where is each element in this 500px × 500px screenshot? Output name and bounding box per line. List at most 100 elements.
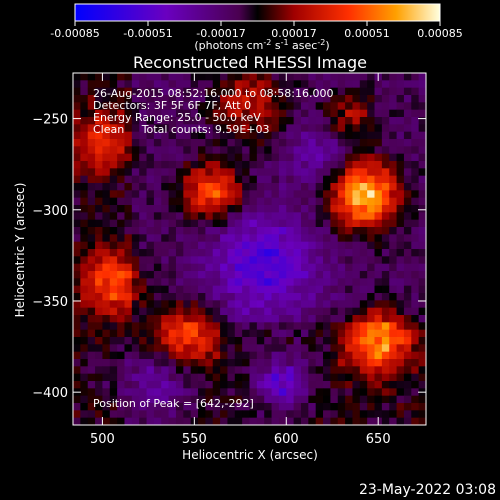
heatmap-pixel — [249, 227, 258, 235]
heatmap-pixel — [234, 197, 243, 206]
heatmap-pixel — [242, 95, 250, 103]
heatmap-pixel — [345, 95, 353, 103]
heatmap-pixel — [249, 263, 258, 272]
heatmap-pixel — [168, 395, 177, 404]
heatmap-pixel — [227, 388, 236, 397]
heatmap-pixel — [403, 315, 412, 323]
heatmap-pixel — [146, 153, 155, 162]
heatmap-pixel — [359, 205, 368, 213]
heatmap-pixel — [87, 293, 96, 301]
heatmap-pixel — [352, 285, 361, 294]
heatmap-pixel — [337, 212, 346, 221]
heatmap-pixel — [242, 190, 250, 199]
heatmap-pixel — [139, 263, 147, 272]
heatmap-pixel — [198, 87, 206, 96]
heatmap-pixel — [330, 124, 339, 133]
heatmap-pixel — [80, 80, 89, 89]
heatmap-pixel — [153, 373, 162, 382]
heatmap-pixel — [389, 102, 397, 111]
heatmap-pixel — [308, 109, 317, 118]
heatmap-pixel — [139, 388, 147, 397]
heatmap-pixel — [264, 322, 272, 331]
heatmap-pixel — [337, 410, 346, 419]
heatmap-pixel — [367, 403, 375, 411]
heatmap-pixel — [227, 205, 236, 213]
heatmap-pixel — [234, 168, 243, 177]
heatmap-pixel — [249, 146, 258, 155]
heatmap-pixel — [212, 395, 221, 404]
heatmap-pixel — [337, 300, 346, 309]
heatmap-pixel — [271, 344, 280, 353]
heatmap-pixel — [242, 234, 250, 243]
heatmap-pixel — [352, 410, 361, 419]
heatmap-pixel — [256, 271, 265, 279]
heatmap-pixel — [271, 359, 280, 367]
heatmap-pixel — [264, 271, 272, 279]
heatmap-pixel — [330, 271, 339, 279]
heatmap-pixel — [175, 300, 184, 309]
heatmap-pixel — [190, 87, 199, 96]
heatmap-pixel — [117, 219, 125, 228]
heatmap-pixel — [212, 373, 221, 382]
heatmap-pixel — [117, 410, 125, 419]
heatmap-pixel — [308, 344, 317, 353]
heatmap-pixel — [381, 87, 390, 96]
heatmap-pixel — [352, 300, 361, 309]
heatmap-pixel — [227, 300, 236, 309]
heatmap-pixel — [323, 395, 331, 404]
heatmap-pixel — [73, 403, 81, 411]
heatmap-pixel — [124, 403, 133, 411]
heatmap-pixel — [220, 315, 228, 323]
heatmap-pixel — [315, 109, 324, 118]
heatmap-pixel — [418, 87, 427, 96]
heatmap-pixel — [293, 183, 302, 191]
heatmap-pixel — [249, 153, 258, 162]
heatmap-pixel — [381, 315, 390, 323]
heatmap-pixel — [359, 146, 368, 155]
heatmap-pixel — [124, 212, 133, 221]
heatmap-pixel — [381, 227, 390, 235]
heatmap-pixel — [198, 278, 206, 287]
heatmap-pixel — [411, 403, 420, 411]
heatmap-pixel — [271, 153, 280, 162]
heatmap-pixel — [337, 315, 346, 323]
heatmap-pixel — [205, 241, 214, 250]
heatmap-pixel — [87, 388, 96, 397]
heatmap-pixel — [293, 205, 302, 213]
heatmap-pixel — [271, 410, 280, 419]
heatmap-pixel — [175, 212, 184, 221]
heatmap-pixel — [102, 263, 111, 272]
heatmap-pixel — [374, 183, 383, 191]
heatmap-pixel — [367, 249, 375, 257]
heatmap-pixel — [168, 131, 177, 140]
heatmap-pixel — [389, 351, 397, 360]
heatmap-pixel — [337, 285, 346, 294]
heatmap-pixel — [300, 344, 309, 353]
heatmap-pixel — [131, 95, 140, 103]
heatmap-pixel — [308, 87, 317, 96]
heatmap-pixel — [198, 373, 206, 382]
heatmap-pixel — [73, 307, 81, 316]
heatmap-pixel — [308, 241, 317, 250]
heatmap-pixel — [264, 359, 272, 367]
heatmap-pixel — [139, 293, 147, 301]
heatmap-pixel — [278, 95, 287, 103]
heatmap-pixel — [286, 80, 295, 89]
heatmap-pixel — [80, 271, 89, 279]
heatmap-pixel — [212, 388, 221, 397]
heatmap-pixel — [109, 183, 118, 191]
heatmap-pixel — [117, 168, 125, 177]
heatmap-pixel — [264, 124, 272, 133]
heatmap-pixel — [256, 315, 265, 323]
heatmap-pixel — [153, 337, 162, 345]
heatmap-pixel — [330, 197, 339, 206]
heatmap-pixel — [190, 190, 199, 199]
heatmap-pixel — [146, 417, 155, 426]
heatmap-pixel — [242, 117, 250, 125]
heatmap-pixel — [175, 197, 184, 206]
heatmap-pixel — [308, 190, 317, 199]
heatmap-pixel — [271, 102, 280, 111]
heatmap-pixel — [286, 388, 295, 397]
heatmap-pixel — [205, 168, 214, 177]
heatmap-pixel — [300, 256, 309, 265]
